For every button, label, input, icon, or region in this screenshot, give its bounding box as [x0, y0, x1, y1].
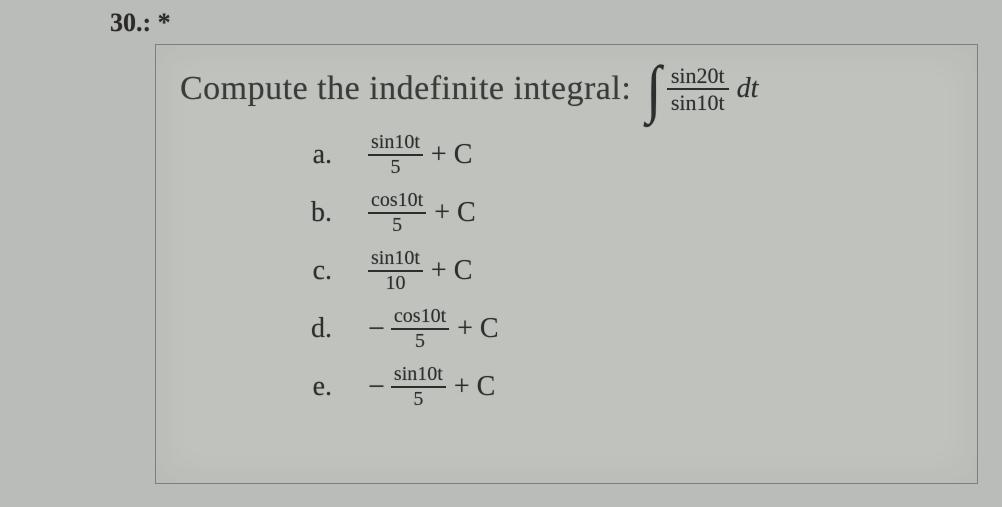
option-denominator: 5	[412, 330, 428, 352]
question-number: 30.: *	[110, 8, 1002, 38]
option-fraction: sin10t 5	[368, 132, 423, 178]
option-numerator: sin10t	[368, 132, 423, 156]
option-denominator: 5	[387, 156, 403, 178]
option-expression: cos10t 5 + C	[368, 190, 476, 236]
option-tail: + C	[431, 139, 472, 171]
option-fraction: sin10t 10	[368, 248, 423, 294]
option-letter: c.	[300, 255, 332, 287]
option-fraction: sin10t 5	[391, 364, 446, 410]
option-expression: − sin10t 5 + C	[368, 364, 495, 410]
option-denominator: 5	[389, 214, 405, 236]
option-numerator: cos10t	[391, 306, 449, 330]
prompt-row: Compute the indefinite integral: ∫ sin20…	[180, 63, 953, 114]
option-tail: + C	[431, 255, 472, 287]
option-denominator: 5	[410, 388, 426, 410]
page: 30.: * Compute the indefinite integral: …	[0, 0, 1002, 507]
option-e[interactable]: e. − sin10t 5 + C	[300, 364, 953, 410]
integrand-fraction: sin20t sin10t	[667, 64, 729, 114]
option-d[interactable]: d. − cos10t 5 + C	[300, 306, 953, 352]
minus-sign-icon: −	[368, 312, 385, 346]
option-tail: + C	[457, 313, 498, 345]
option-letter: a.	[300, 139, 332, 171]
option-a[interactable]: a. sin10t 5 + C	[300, 132, 953, 178]
option-b[interactable]: b. cos10t 5 + C	[300, 190, 953, 236]
option-numerator: sin10t	[368, 248, 423, 272]
integrand-denominator: sin10t	[667, 90, 729, 114]
option-denominator: 10	[382, 272, 408, 294]
option-expression: sin10t 5 + C	[368, 132, 472, 178]
option-fraction: cos10t 5	[391, 306, 449, 352]
option-letter: b.	[300, 197, 332, 229]
option-expression: − cos10t 5 + C	[368, 306, 499, 352]
options-list: a. sin10t 5 + C b. cos10t 5 + C	[300, 132, 953, 410]
integrand-numerator: sin20t	[667, 64, 729, 90]
option-letter: d.	[300, 313, 332, 345]
option-numerator: cos10t	[368, 190, 426, 214]
minus-sign-icon: −	[368, 370, 385, 404]
option-numerator: sin10t	[391, 364, 446, 388]
option-fraction: cos10t 5	[368, 190, 426, 236]
question-card: Compute the indefinite integral: ∫ sin20…	[155, 44, 978, 484]
differential: dt	[737, 73, 759, 105]
option-letter: e.	[300, 371, 332, 403]
integral-expression: ∫ sin20t sin10t dt	[645, 63, 758, 114]
option-tail: + C	[454, 371, 495, 403]
option-expression: sin10t 10 + C	[368, 248, 472, 294]
option-tail: + C	[434, 197, 475, 229]
option-c[interactable]: c. sin10t 10 + C	[300, 248, 953, 294]
prompt-text: Compute the indefinite integral:	[180, 70, 631, 108]
integral-sign-icon: ∫	[647, 63, 662, 114]
